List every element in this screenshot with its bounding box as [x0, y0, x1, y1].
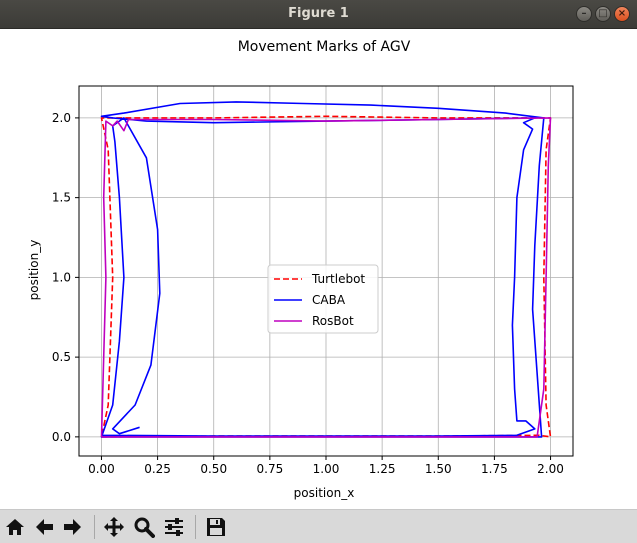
x-tick-label: 0.00	[88, 462, 115, 476]
home-icon	[6, 519, 24, 535]
x-tick-label: 1.00	[313, 462, 340, 476]
y-tick-label: 2.0	[52, 111, 71, 125]
x-tick-label: 0.75	[257, 462, 284, 476]
x-tick-label: 2.00	[537, 462, 564, 476]
legend-label-rosbot: RosBot	[312, 314, 354, 328]
maximize-button[interactable]: □	[595, 6, 611, 22]
close-button[interactable]: ×	[614, 6, 630, 22]
move-icon	[104, 517, 124, 537]
figure-canvas[interactable]: Movement Marks of AGV 0.00 0.25 0.50 0.75 1.…	[0, 29, 637, 509]
x-axis-label: position_x	[294, 486, 355, 500]
y-axis-ticks: 0.0 0.5 1.0 1.5 2.0	[52, 111, 79, 444]
forward-button[interactable]	[60, 514, 86, 540]
x-axis-ticks: 0.00 0.25 0.50 0.75 1.00 1.25 1.50 1.75 2.00	[88, 456, 564, 476]
x-tick-label: 1.50	[425, 462, 452, 476]
toolbar-separator	[195, 515, 196, 539]
x-tick-label: 1.75	[481, 462, 508, 476]
x-tick-label: 1.25	[369, 462, 396, 476]
y-tick-label: 0.0	[52, 430, 71, 444]
series-group	[100, 101, 552, 438]
magnifier-icon	[134, 517, 155, 538]
legend-label-caba: CABA	[312, 293, 346, 307]
x-tick-label: 0.25	[144, 462, 171, 476]
back-button[interactable]	[31, 514, 57, 540]
y-tick-label: 1.0	[52, 270, 71, 284]
chart-svg: Movement Marks of AGV 0.00 0.25 0.50 0.75 1.…	[27, 39, 574, 500]
navigation-toolbar	[0, 509, 637, 543]
arrow-left-icon	[36, 519, 53, 535]
series-line-rosbot	[100, 117, 552, 438]
window-titlebar: Figure 1 – □ ×	[0, 0, 637, 29]
sliders-icon	[165, 518, 183, 536]
home-button[interactable]	[2, 514, 28, 540]
series-line-caba	[100, 101, 545, 438]
floppy-disk-icon	[207, 518, 225, 536]
configure-subplots-button[interactable]	[161, 514, 187, 540]
x-tick-label: 0.50	[200, 462, 227, 476]
y-tick-label: 1.5	[52, 191, 71, 205]
window-title: Figure 1	[288, 6, 349, 21]
legend: Turtlebot CABA RosBot	[267, 264, 379, 334]
minimize-button[interactable]: –	[576, 6, 592, 22]
pan-button[interactable]	[101, 514, 127, 540]
toolbar-separator	[94, 515, 95, 539]
y-tick-label: 0.5	[52, 350, 71, 364]
y-axis-label: position_y	[27, 240, 41, 301]
legend-box	[267, 264, 379, 334]
legend-label-turtlebot: Turtlebot	[311, 272, 365, 286]
zoom-button[interactable]	[131, 514, 157, 540]
arrow-right-icon	[64, 519, 81, 535]
chart-title: Movement Marks of AGV	[238, 39, 411, 55]
save-button[interactable]	[203, 514, 229, 540]
